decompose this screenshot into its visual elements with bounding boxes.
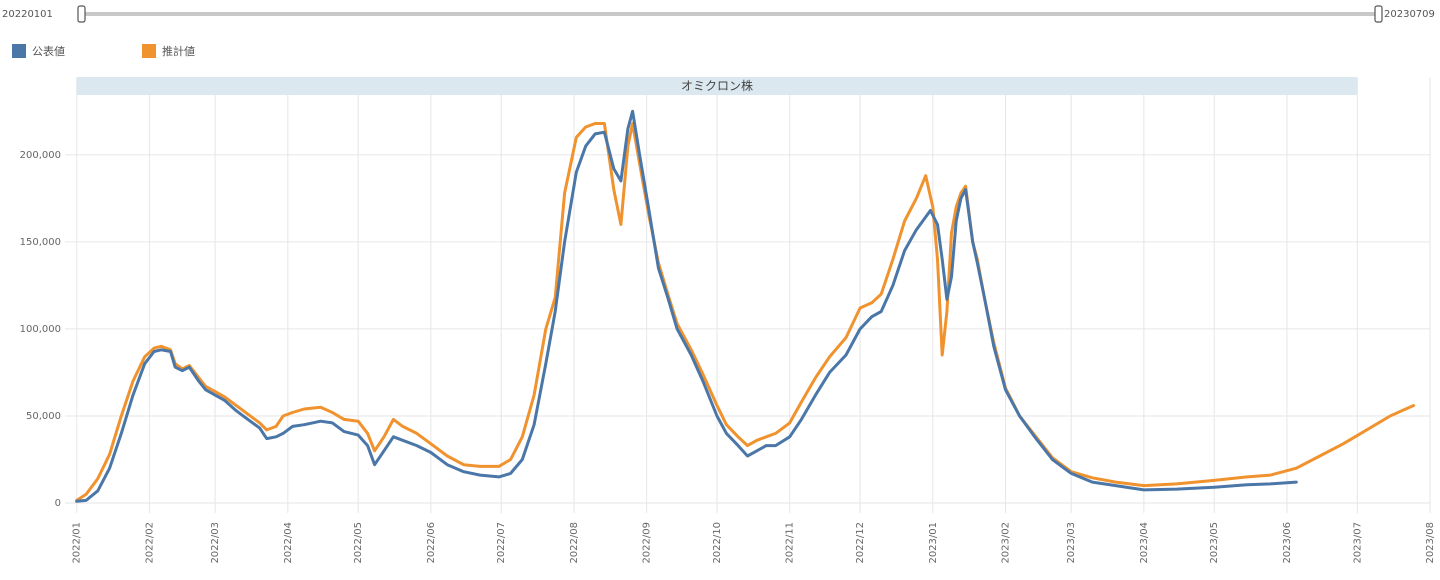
- legend-swatch-estimated: [142, 44, 156, 58]
- x-tick-label: 2022/10: [712, 522, 723, 564]
- x-tick-label: 2023/03: [1066, 522, 1077, 564]
- y-tick-label: 0: [55, 498, 61, 509]
- legend-swatch-published: [12, 44, 26, 58]
- x-tick-label: 2022/02: [144, 522, 155, 564]
- range-start-handle[interactable]: [77, 5, 86, 23]
- range-end-handle[interactable]: [1374, 5, 1383, 23]
- y-tick-label: 50,000: [26, 411, 61, 422]
- y-axis: 0 50,000 100,000 150,000 200,000: [20, 150, 61, 509]
- y-tick-label: 150,000: [20, 237, 61, 248]
- x-tick-label: 2023/07: [1352, 522, 1363, 564]
- x-axis: 2022/01 2022/02 2022/03 2022/04 2022/05 2022/…: [72, 522, 1436, 564]
- x-tick-label: 2022/07: [496, 522, 507, 564]
- range-slider[interactable]: 20220101 20230709: [2, 5, 1435, 23]
- legend-label-estimated: 推計値: [162, 44, 195, 58]
- series-line-estimated: [75, 122, 1416, 502]
- range-start-label: 20220101: [2, 9, 53, 20]
- legend-item-published[interactable]: 公表値: [12, 44, 65, 58]
- annotation-band-bar: [76, 77, 1358, 95]
- y-tick-label: 100,000: [20, 324, 61, 335]
- series-line-published: [75, 109, 1298, 503]
- x-tick-label: 2022/06: [426, 522, 437, 564]
- x-tick-label: 2022/03: [210, 522, 221, 564]
- y-tick-label: 200,000: [20, 150, 61, 161]
- x-tick-label: 2022/09: [642, 522, 653, 564]
- x-tick-label: 2023/01: [928, 522, 939, 564]
- x-tick-label: 2023/08: [1425, 522, 1436, 564]
- grid: [65, 78, 1431, 513]
- range-end-label: 20230709: [1384, 9, 1435, 20]
- x-tick-label: 2022/11: [785, 522, 796, 564]
- x-tick-label: 2022/04: [283, 522, 294, 564]
- series-lines: [75, 109, 1416, 503]
- x-tick-label: 2023/06: [1282, 522, 1293, 564]
- x-tick-label: 2023/02: [1000, 522, 1011, 564]
- x-tick-label: 2022/01: [72, 522, 83, 564]
- x-tick-label: 2022/05: [353, 522, 364, 564]
- legend: 公表値 推計値: [12, 44, 195, 58]
- x-tick-label: 2022/12: [855, 522, 866, 564]
- annotation-band-label: オミクロン株: [681, 78, 753, 93]
- x-tick-label: 2023/04: [1139, 522, 1150, 564]
- x-tick-label: 2023/05: [1209, 522, 1220, 564]
- annotation-band: オミクロン株: [76, 77, 1358, 95]
- x-tick-label: 2022/08: [569, 522, 580, 564]
- legend-label-published: 公表値: [32, 44, 65, 58]
- legend-item-estimated[interactable]: 推計値: [142, 44, 195, 58]
